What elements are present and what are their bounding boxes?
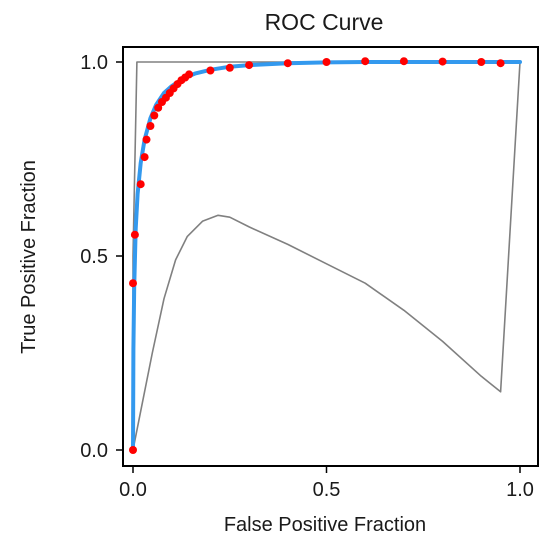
data-point bbox=[496, 59, 505, 68]
data-point bbox=[477, 58, 486, 66]
data-point bbox=[185, 70, 194, 79]
empirical-points-layer bbox=[129, 57, 505, 454]
data-point bbox=[245, 61, 254, 70]
x-tick-label: 0.5 bbox=[313, 479, 341, 501]
x-axis-label: False Positive Fraction bbox=[224, 514, 426, 536]
fitted-curve-line bbox=[131, 60, 522, 452]
data-point bbox=[361, 57, 370, 66]
y-tick-label: 0.0 bbox=[80, 440, 108, 462]
y-axis-label: True Positive Fraction bbox=[18, 160, 40, 354]
y-axis: 0.0 0.5 1.0 bbox=[80, 52, 123, 462]
envelope-lines bbox=[132, 61, 521, 451]
data-point bbox=[136, 180, 145, 189]
data-point bbox=[322, 58, 331, 66]
chart-title: ROC Curve bbox=[265, 9, 384, 35]
data-point bbox=[399, 57, 408, 66]
data-point bbox=[154, 103, 163, 112]
plot-area bbox=[122, 46, 539, 467]
data-point bbox=[225, 63, 234, 72]
envelope-line bbox=[132, 61, 521, 451]
data-point bbox=[150, 111, 159, 120]
data-point bbox=[142, 135, 151, 144]
data-point bbox=[130, 230, 139, 239]
y-tick-label: 1.0 bbox=[80, 52, 108, 74]
y-tick-label: 0.5 bbox=[80, 246, 108, 268]
data-point bbox=[146, 122, 155, 130]
x-tick-label: 0.0 bbox=[119, 479, 147, 501]
data-point bbox=[129, 279, 137, 288]
x-axis: 0.0 0.5 1.0 bbox=[119, 466, 534, 501]
data-point bbox=[438, 57, 447, 66]
data-point bbox=[283, 59, 292, 68]
x-tick-label: 1.0 bbox=[506, 479, 534, 501]
plot-frame bbox=[122, 46, 539, 467]
data-point bbox=[129, 446, 137, 454]
data-point bbox=[140, 153, 149, 162]
fitted-curve-layer bbox=[131, 60, 522, 452]
data-point bbox=[206, 66, 215, 75]
